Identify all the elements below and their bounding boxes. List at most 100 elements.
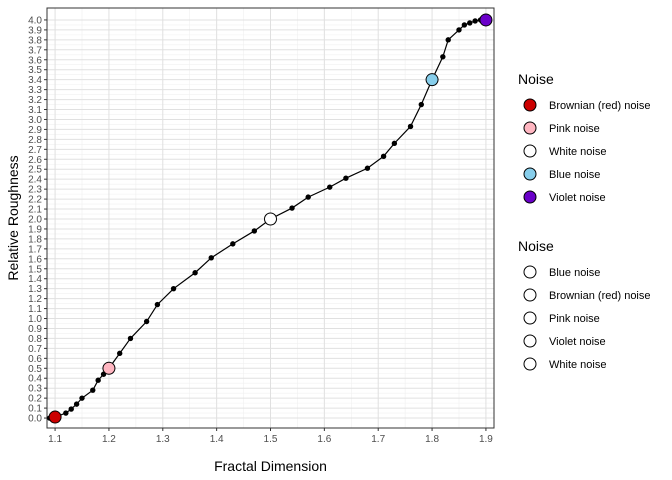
legend-key bbox=[523, 167, 537, 181]
legend-label: Blue noise bbox=[549, 267, 600, 279]
y-tick-label: 2.8 bbox=[28, 135, 42, 146]
data-point bbox=[63, 410, 69, 416]
highlight-point bbox=[264, 212, 277, 226]
y-tick-label: 2.5 bbox=[28, 165, 42, 176]
data-point bbox=[192, 270, 198, 276]
highlight-point bbox=[48, 410, 62, 424]
legend-label: Brownian (red) noise bbox=[549, 290, 651, 302]
legend-key bbox=[523, 121, 537, 135]
y-tick-label: 2.3 bbox=[28, 185, 42, 196]
data-point bbox=[68, 406, 74, 412]
legends: Noise Brownian (red) noise Pink noise White… bbox=[518, 71, 651, 371]
data-point bbox=[364, 165, 371, 171]
x-tick-label: 1.6 bbox=[317, 434, 331, 445]
legend-label: Pink noise bbox=[549, 313, 600, 325]
x-tick-label: 1.2 bbox=[102, 434, 116, 445]
y-tick-label: 0.2 bbox=[28, 394, 42, 405]
data-point bbox=[251, 228, 258, 234]
legend-key bbox=[523, 144, 537, 158]
data-point bbox=[391, 140, 398, 147]
y-tick-label: 0.1 bbox=[28, 404, 42, 415]
legend-key bbox=[523, 98, 537, 112]
y-axis-title: Relative Roughness bbox=[5, 155, 21, 280]
legend-title: Noise bbox=[518, 238, 554, 254]
legend-label: White noise bbox=[549, 359, 606, 371]
y-tick-label: 1.7 bbox=[28, 244, 42, 255]
y-tick-label: 0.5 bbox=[28, 364, 42, 375]
y-tick-label: 3.5 bbox=[28, 65, 42, 76]
y-tick-label: 1.3 bbox=[28, 284, 42, 295]
data-point bbox=[208, 255, 214, 261]
data-point bbox=[418, 101, 424, 108]
legend-key bbox=[523, 357, 537, 371]
data-point bbox=[467, 20, 473, 26]
data-point bbox=[343, 175, 349, 181]
y-tick-label: 0.3 bbox=[28, 384, 42, 395]
x-tick-label: 1.1 bbox=[48, 434, 62, 445]
y-tick-label: 1.0 bbox=[28, 314, 42, 325]
y-tick-label: 3.9 bbox=[28, 25, 42, 36]
legend-label: White noise bbox=[549, 146, 606, 158]
legend-key bbox=[523, 311, 537, 325]
y-tick-label: 1.8 bbox=[28, 234, 42, 245]
y-tick-label: 2.9 bbox=[28, 125, 42, 136]
y-tick-label: 3.3 bbox=[28, 85, 42, 96]
y-tick-label: 0.4 bbox=[28, 374, 42, 385]
y-tick-label: 1.4 bbox=[28, 274, 42, 285]
highlight-point bbox=[102, 361, 116, 375]
x-tick-label: 1.3 bbox=[156, 434, 170, 445]
legend-label: Brownian (red) noise bbox=[549, 100, 651, 112]
legend-label: Violet noise bbox=[549, 336, 606, 348]
data-point bbox=[461, 22, 468, 28]
data-point bbox=[440, 54, 446, 60]
data-point bbox=[472, 18, 478, 24]
y-tick-label: 0.8 bbox=[28, 334, 42, 345]
y-tick-label: 2.7 bbox=[28, 145, 42, 156]
y-tick-label: 1.1 bbox=[28, 304, 42, 315]
data-point bbox=[73, 401, 80, 407]
data-point bbox=[127, 335, 134, 342]
legend-key bbox=[523, 265, 537, 279]
y-tick-label: 0.7 bbox=[28, 344, 42, 355]
x-tick-label: 1.4 bbox=[210, 434, 224, 445]
legend-key bbox=[523, 334, 537, 348]
x-tick-label: 1.7 bbox=[371, 434, 385, 445]
y-tick-label: 1.9 bbox=[28, 224, 42, 235]
y-tick-label: 3.2 bbox=[28, 95, 42, 106]
data-point bbox=[305, 194, 311, 200]
data-point bbox=[170, 285, 177, 292]
data-point bbox=[407, 123, 414, 130]
data-point bbox=[90, 387, 96, 393]
data-point bbox=[456, 27, 462, 33]
legend-title: Noise bbox=[518, 71, 554, 87]
y-tick-label: 2.0 bbox=[28, 214, 42, 225]
y-tick-label: 3.0 bbox=[28, 115, 42, 126]
x-tick-label: 1.9 bbox=[479, 434, 493, 445]
legend: Noise Blue noise Brownian (red) noise Pink … bbox=[518, 238, 651, 371]
y-tick-label: 3.6 bbox=[28, 55, 42, 66]
x-tick-label: 1.8 bbox=[425, 434, 439, 445]
data-point bbox=[95, 377, 101, 383]
y-tick-label: 0.9 bbox=[28, 324, 42, 335]
y-tick-label: 3.4 bbox=[28, 75, 42, 86]
y-tick-label: 2.2 bbox=[28, 195, 42, 206]
highlight-point bbox=[479, 13, 493, 27]
legend-key bbox=[523, 288, 537, 302]
legend: Noise Brownian (red) noise Pink noise White… bbox=[518, 71, 651, 204]
highlight-point bbox=[425, 73, 439, 87]
y-axis: 0.00.10.20.30.40.50.60.70.80.91.01.11.21… bbox=[28, 15, 47, 425]
legend-key bbox=[523, 190, 537, 204]
data-point bbox=[79, 395, 85, 401]
x-axis-title: Fractal Dimension bbox=[214, 458, 327, 474]
y-tick-label: 0.6 bbox=[28, 354, 42, 365]
legend-label: Violet noise bbox=[549, 192, 606, 204]
legend-label: Pink noise bbox=[549, 123, 600, 135]
data-point bbox=[154, 301, 161, 308]
x-tick-label: 1.5 bbox=[264, 434, 278, 445]
data-point bbox=[380, 153, 387, 159]
data-point bbox=[445, 37, 451, 43]
y-tick-label: 3.1 bbox=[28, 105, 42, 116]
data-point bbox=[143, 318, 150, 325]
legend-label: Blue noise bbox=[549, 169, 600, 181]
